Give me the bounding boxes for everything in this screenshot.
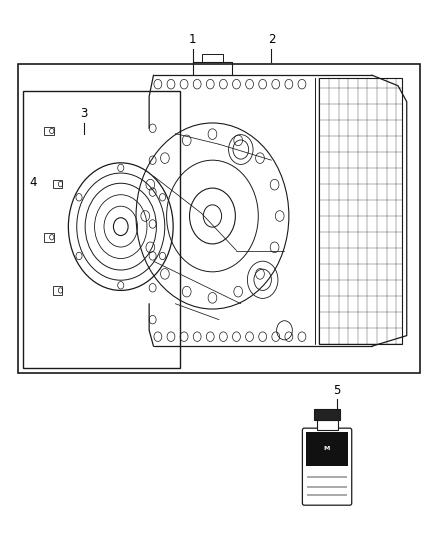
Text: 4: 4 <box>30 176 37 189</box>
Text: 3: 3 <box>80 107 87 120</box>
Bar <box>306 432 348 466</box>
Bar <box>307 486 347 488</box>
Bar <box>317 421 338 430</box>
Bar <box>53 180 62 188</box>
Bar <box>307 494 347 496</box>
Bar <box>53 286 62 295</box>
Bar <box>18 64 420 373</box>
Bar <box>319 78 403 344</box>
Bar <box>44 233 53 241</box>
Bar <box>307 477 347 479</box>
Bar <box>22 91 180 368</box>
Bar <box>314 409 340 421</box>
Text: M: M <box>324 447 330 451</box>
Text: 5: 5 <box>333 384 341 397</box>
Bar <box>44 127 53 135</box>
FancyBboxPatch shape <box>302 428 352 505</box>
Text: 2: 2 <box>268 33 275 46</box>
Text: 1: 1 <box>189 33 197 46</box>
